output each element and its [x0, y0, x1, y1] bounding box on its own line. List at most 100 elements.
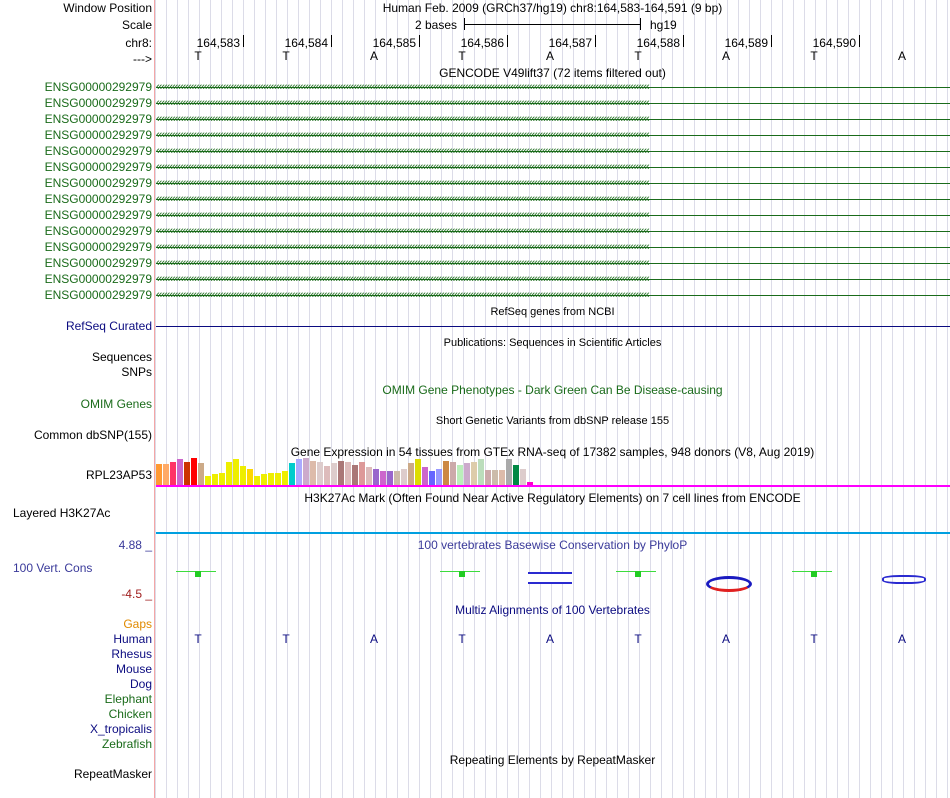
sequence-logo-glyph[interactable]: [528, 572, 572, 584]
gencode-transcript-line[interactable]: [156, 87, 950, 88]
publications-snps-label[interactable]: SNPs: [121, 365, 152, 379]
gtex-tissue-bar[interactable]: [471, 462, 477, 485]
multiz-species-label[interactable]: Elephant: [104, 692, 152, 706]
gencode-transcript-label[interactable]: ENSG00000292979: [44, 208, 152, 222]
gencode-transcript-label[interactable]: ENSG00000292979: [44, 80, 152, 94]
gtex-tissue-bar[interactable]: [415, 459, 421, 485]
sequence-logo-glyph[interactable]: [882, 575, 926, 584]
gencode-transcript-label[interactable]: ENSG00000292979: [44, 160, 152, 174]
gencode-transcript-line[interactable]: [156, 295, 950, 296]
gencode-transcript-label[interactable]: ENSG00000292979: [44, 256, 152, 270]
h3k27ac-track-title[interactable]: H3K27Ac Mark (Often Found Near Active Re…: [304, 491, 801, 505]
gtex-tissue-bar[interactable]: [345, 462, 351, 485]
h3k27ac-track-label[interactable]: Layered H3K27Ac: [13, 506, 111, 520]
gtex-tissue-bar[interactable]: [506, 459, 512, 485]
phylop-track-title[interactable]: 100 vertebrates Basewise Conservation by…: [417, 538, 688, 552]
gtex-tissue-bar[interactable]: [324, 466, 330, 485]
multiz-species-label[interactable]: Mouse: [115, 662, 152, 676]
gencode-transcript-label[interactable]: ENSG00000292979: [44, 128, 152, 142]
multiz-human-base[interactable]: T: [282, 632, 290, 646]
gencode-transcript-line[interactable]: [156, 167, 950, 168]
gtex-tissue-bar[interactable]: [464, 463, 470, 485]
gencode-transcript-label[interactable]: ENSG00000292979: [44, 240, 152, 254]
multiz-species-label[interactable]: Chicken: [108, 707, 152, 721]
gtex-tissue-bar[interactable]: [240, 466, 246, 485]
gencode-transcript-label[interactable]: ENSG00000292979: [44, 176, 152, 190]
multiz-human-base[interactable]: A: [369, 632, 378, 646]
assembly-position-title[interactable]: Human Feb. 2009 (GRCh37/hg19) chr8:164,5…: [382, 1, 723, 15]
gencode-transcript-line[interactable]: [156, 135, 950, 136]
gtex-tissue-bar[interactable]: [205, 476, 211, 485]
gtex-tissue-bar[interactable]: [492, 470, 498, 485]
multiz-human-base[interactable]: A: [545, 632, 554, 646]
phylop-conservation-dot[interactable]: [459, 571, 465, 577]
multiz-species-label[interactable]: Zebrafish: [101, 737, 152, 751]
gtex-tissue-bar[interactable]: [499, 470, 505, 485]
gencode-transcript-line[interactable]: [156, 279, 950, 280]
h3k27ac-signal-line[interactable]: [156, 532, 950, 534]
gencode-transcript-line[interactable]: [156, 119, 950, 120]
gtex-tissue-bar[interactable]: [317, 462, 323, 485]
phylop-conservation-dot[interactable]: [635, 571, 641, 577]
gtex-tissue-bar[interactable]: [338, 461, 344, 485]
gencode-transcript-label[interactable]: ENSG00000292979: [44, 112, 152, 126]
multiz-human-base[interactable]: T: [810, 632, 818, 646]
gtex-tissue-bar[interactable]: [436, 469, 442, 485]
dbsnp-track-title[interactable]: Short Genetic Variants from dbSNP releas…: [435, 415, 670, 427]
gtex-tissue-bar[interactable]: [422, 467, 428, 485]
gtex-tissue-bar[interactable]: [233, 459, 239, 485]
gtex-tissue-bar[interactable]: [303, 458, 309, 485]
multiz-human-base[interactable]: T: [634, 632, 642, 646]
gtex-tissue-bar[interactable]: [387, 471, 393, 485]
gtex-tissue-bar[interactable]: [184, 462, 190, 485]
gtex-gene-label[interactable]: RPL23AP53: [85, 468, 152, 482]
gtex-tissue-bar[interactable]: [247, 469, 253, 485]
phylop-conservation-dot[interactable]: [195, 571, 201, 577]
gtex-tissue-bar[interactable]: [177, 459, 183, 485]
gtex-tissue-bar[interactable]: [457, 465, 463, 485]
multiz-species-label[interactable]: X_tropicalis: [89, 722, 152, 736]
multiz-species-label[interactable]: Rhesus: [111, 647, 152, 661]
repeatmasker-track-label[interactable]: RepeatMasker: [73, 767, 152, 781]
repeatmasker-track-title[interactable]: Repeating Elements by RepeatMasker: [449, 753, 656, 767]
multiz-track-title[interactable]: Multiz Alignments of 100 Vertebrates: [455, 603, 650, 617]
gencode-transcript-line[interactable]: [156, 103, 950, 104]
gtex-tissue-bar[interactable]: [520, 469, 526, 485]
gtex-tissue-bar[interactable]: [429, 471, 435, 485]
gtex-tissue-bar[interactable]: [268, 473, 274, 485]
dbsnp-track-label[interactable]: Common dbSNP(155): [33, 428, 152, 442]
gtex-tissue-bar[interactable]: [478, 459, 484, 485]
refseq-track-label[interactable]: RefSeq Curated: [65, 319, 152, 333]
gencode-transcript-label[interactable]: ENSG00000292979: [44, 288, 152, 302]
gencode-transcript-label[interactable]: ENSG00000292979: [44, 192, 152, 206]
gtex-tissue-bar[interactable]: [289, 463, 295, 485]
gtex-tissue-bar[interactable]: [254, 476, 260, 485]
gencode-transcript-line[interactable]: [156, 215, 950, 216]
multiz-species-label[interactable]: Dog: [129, 677, 152, 691]
sequence-logo-glyph[interactable]: [706, 576, 752, 592]
gencode-transcript-line[interactable]: [156, 151, 950, 152]
multiz-human-base[interactable]: T: [194, 632, 202, 646]
gtex-tissue-bar[interactable]: [156, 464, 162, 485]
gtex-tissue-bar[interactable]: [261, 474, 267, 485]
multiz-human-base[interactable]: A: [721, 632, 730, 646]
gencode-transcript-line[interactable]: [156, 247, 950, 248]
gtex-tissue-bar[interactable]: [212, 474, 218, 485]
gtex-tissue-bar[interactable]: [310, 461, 316, 485]
gtex-tissue-bar[interactable]: [394, 471, 400, 485]
publications-track-title[interactable]: Publications: Sequences in Scientific Ar…: [443, 337, 662, 349]
gtex-tissue-bar[interactable]: [450, 462, 456, 485]
gencode-transcript-label[interactable]: ENSG00000292979: [44, 272, 152, 286]
gtex-tissue-bar[interactable]: [366, 467, 372, 485]
refseq-gene-line[interactable]: [156, 326, 950, 327]
gencode-transcript-line[interactable]: [156, 231, 950, 232]
gencode-transcript-line[interactable]: [156, 183, 950, 184]
gencode-transcript-label[interactable]: ENSG00000292979: [44, 144, 152, 158]
gtex-tissue-bar[interactable]: [352, 465, 358, 485]
gtex-tissue-bar[interactable]: [485, 470, 491, 485]
gtex-tissue-bar[interactable]: [275, 473, 281, 485]
gtex-tissue-bar[interactable]: [513, 465, 519, 485]
gtex-tissue-bar[interactable]: [373, 469, 379, 485]
publications-sequences-label[interactable]: Sequences: [91, 350, 152, 364]
